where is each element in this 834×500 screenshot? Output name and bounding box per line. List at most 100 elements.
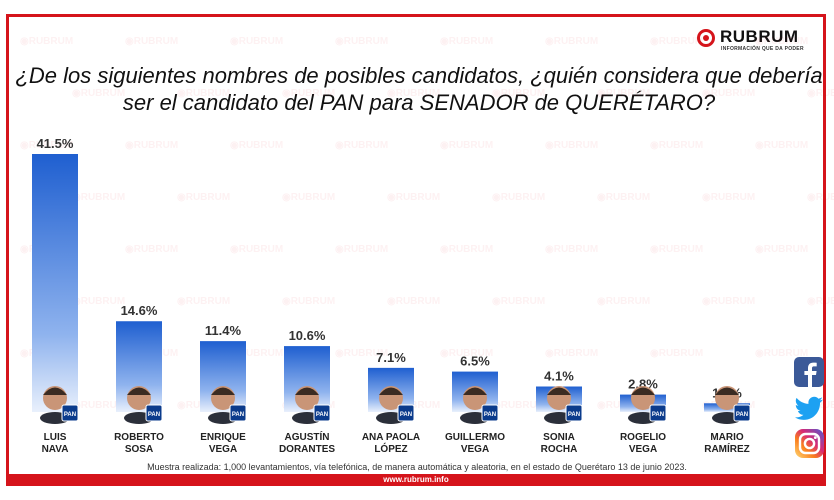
watermark-text: ◉RUBRUM [492,192,545,203]
watermark-text: ◉RUBRUM [755,244,808,255]
watermark-text: ◉RUBRUM [282,88,335,99]
watermark-text: ◉RUBRUM [545,348,598,359]
watermark-text: ◉RUBRUM [492,296,545,307]
question-line-2: ser el candidato del PAN para SENADOR de… [122,90,716,115]
bar [32,154,78,412]
watermark-text: ◉RUBRUM [545,244,598,255]
tick-label: VEGA [461,444,489,455]
watermark-text: ◉RUBRUM [230,348,283,359]
candidate-hair [295,387,319,395]
watermark-text: ◉RUBRUM [755,36,808,47]
data-label: 14.6% [121,303,158,318]
data-label: 11.4% [205,323,242,338]
watermark-text: ◉RUBRUM [72,88,125,99]
watermark-text: ◉RUBRUM [282,192,335,203]
candidate-hair [379,387,403,395]
pan-badge-icon [733,404,751,422]
data-label: 10.6% [289,328,326,343]
facebook-icon[interactable] [792,356,826,388]
data-label: 6.5% [460,354,490,369]
watermark-text: ◉RUBRUM [335,36,388,47]
pan-badge-text: PAN [148,412,160,418]
watermark-text: ◉RUBRUM [20,36,73,47]
watermark-text: ◉RUBRUM [125,140,178,151]
watermark-text: ◉RUBRUM [807,88,834,99]
watermark-text: ◉RUBRUM [702,192,755,203]
pan-badge-icon [481,404,499,422]
pan-badge-text: PAN [232,412,244,418]
pan-badge-text: PAN [316,412,328,418]
watermark-text: ◉RUBRUM [177,192,230,203]
watermark-text: ◉RUBRUM [177,296,230,307]
data-label: 7.1% [376,350,406,365]
watermark-text: ◉RUBRUM [387,192,440,203]
watermark-text: ◉RUBRUM [650,244,703,255]
candidate-hair [463,387,487,395]
tick-label: SONIA [543,432,575,443]
pan-badge-icon [145,404,163,422]
watermark-text: ◉RUBRUM [755,140,808,151]
watermark-text: ◉RUBRUM [440,244,493,255]
sample-footnote: Muestra realizada: 1,000 levantamientos,… [147,462,687,472]
watermark-text: ◉RUBRUM [807,192,834,203]
watermark-text: ◉RUBRUM [335,140,388,151]
watermark-text: ◉RUBRUM [230,244,283,255]
watermark-text: ◉RUBRUM [702,88,755,99]
watermark-text: ◉RUBRUM [230,140,283,151]
watermark-text: ◉RUBRUM [72,192,125,203]
watermark-text: ◉RUBRUM [545,36,598,47]
survey-question: ¿De los siguientes nombres de posibles c… [14,62,824,116]
watermark-text: ◉RUBRUM [125,36,178,47]
watermark-text: ◉RUBRUM [492,400,545,411]
watermark-text: ◉RUBRUM [597,88,650,99]
tick-label: LUIS [44,432,67,443]
tick-label: ROBERTO [114,432,164,443]
candidate-hair [631,387,655,395]
pan-badge-icon [229,404,247,422]
candidate-hair [547,387,571,395]
watermark-text: ◉RUBRUM [650,36,703,47]
pan-badge-text: PAN [400,412,412,418]
footer-url[interactable]: www.rubrum.info [6,474,826,486]
watermark-text: ◉RUBRUM [545,140,598,151]
instagram-icon[interactable] [792,428,826,460]
watermark-text: ◉RUBRUM [230,36,283,47]
watermark-text: ◉RUBRUM [597,192,650,203]
pan-badge-icon [565,404,583,422]
watermark-text: ◉RUBRUM [20,140,73,151]
tick-label: AGUSTÍN [285,430,330,443]
pan-badge-icon [313,404,331,422]
watermark-text: ◉RUBRUM [650,348,703,359]
tick-label: ENRIQUE [200,432,246,443]
pan-badge-text: PAN [568,412,580,418]
data-label: 2.8% [628,377,658,392]
pan-badge-text: PAN [736,412,748,418]
candidate-hair [43,387,67,395]
question-line-1: ¿De los siguientes nombres de posibles c… [15,63,823,88]
watermark-text: ◉RUBRUM [387,296,440,307]
tick-label: ANA PAOLA [362,432,420,443]
watermark-text: ◉RUBRUM [650,140,703,151]
pan-badge-icon [397,404,415,422]
tick-label: VEGA [209,444,237,455]
tick-label: RAMÍREZ [704,442,750,455]
brand-name: RUBRUM [720,27,799,46]
watermark-text: ◉RUBRUM [702,296,755,307]
pan-badge-text: PAN [652,412,664,418]
watermark-text: ◉RUBRUM [72,400,125,411]
twitter-icon[interactable] [792,392,826,424]
watermark-text: ◉RUBRUM [440,140,493,151]
tick-label: VEGA [629,444,657,455]
watermark-text: ◉RUBRUM [755,348,808,359]
tick-label: MARIO [710,432,744,443]
rubrum-logo-icon [697,29,715,47]
watermark-text: ◉RUBRUM [72,296,125,307]
watermark-text: ◉RUBRUM [177,88,230,99]
tick-label: LÓPEZ [374,442,407,455]
watermark-text: ◉RUBRUM [807,400,834,411]
watermark-text: ◉RUBRUM [807,296,834,307]
candidate-hair [127,387,151,395]
rubrum-logo: RUBRUM INFORMACIÓN QUE DA PODER [697,28,822,52]
tick-label: DORANTES [279,444,335,455]
